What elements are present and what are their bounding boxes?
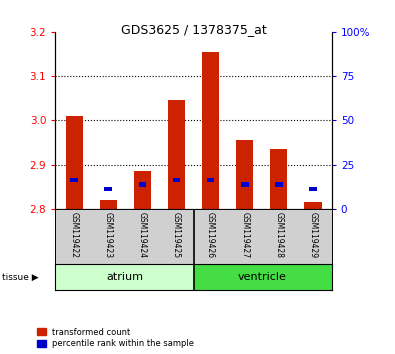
Text: GSM119427: GSM119427 — [240, 212, 249, 258]
Text: GSM119425: GSM119425 — [172, 212, 181, 258]
Bar — [66, 116, 83, 209]
Text: GSM119429: GSM119429 — [308, 212, 318, 258]
Bar — [309, 187, 317, 191]
Bar — [100, 200, 117, 209]
Text: ventricle: ventricle — [237, 272, 286, 282]
Legend: transformed count, percentile rank within the sample: transformed count, percentile rank withi… — [36, 326, 196, 350]
Text: GSM119426: GSM119426 — [206, 212, 215, 258]
Bar — [270, 149, 288, 209]
Bar — [70, 178, 78, 182]
Bar — [202, 52, 219, 209]
Bar — [173, 178, 180, 182]
Bar — [236, 140, 253, 209]
Bar — [207, 178, 214, 182]
Bar — [305, 202, 322, 209]
Text: GSM119424: GSM119424 — [138, 212, 147, 258]
Text: atrium: atrium — [107, 272, 144, 282]
Bar — [275, 182, 283, 187]
Bar — [104, 187, 112, 191]
Text: GSM119422: GSM119422 — [70, 212, 79, 258]
Bar — [139, 182, 146, 187]
Bar — [194, 264, 332, 290]
Text: GSM119428: GSM119428 — [275, 212, 283, 258]
Bar — [168, 101, 185, 209]
Text: GDS3625 / 1378375_at: GDS3625 / 1378375_at — [121, 23, 266, 36]
Bar — [134, 171, 151, 209]
Bar — [55, 264, 194, 290]
Text: tissue ▶: tissue ▶ — [2, 273, 39, 281]
Text: GSM119423: GSM119423 — [104, 212, 113, 258]
Bar — [241, 182, 248, 187]
